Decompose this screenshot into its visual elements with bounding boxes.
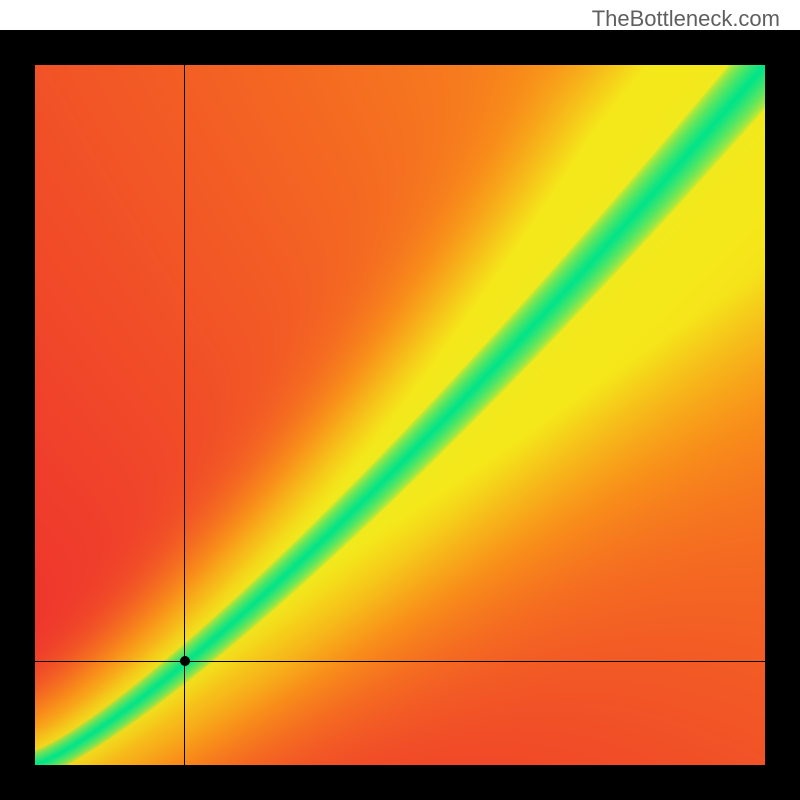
watermark-text: TheBottleneck.com <box>592 6 780 32</box>
plot-frame <box>0 30 800 800</box>
crosshair-horizontal <box>35 661 765 662</box>
chart-container: TheBottleneck.com <box>0 0 800 800</box>
